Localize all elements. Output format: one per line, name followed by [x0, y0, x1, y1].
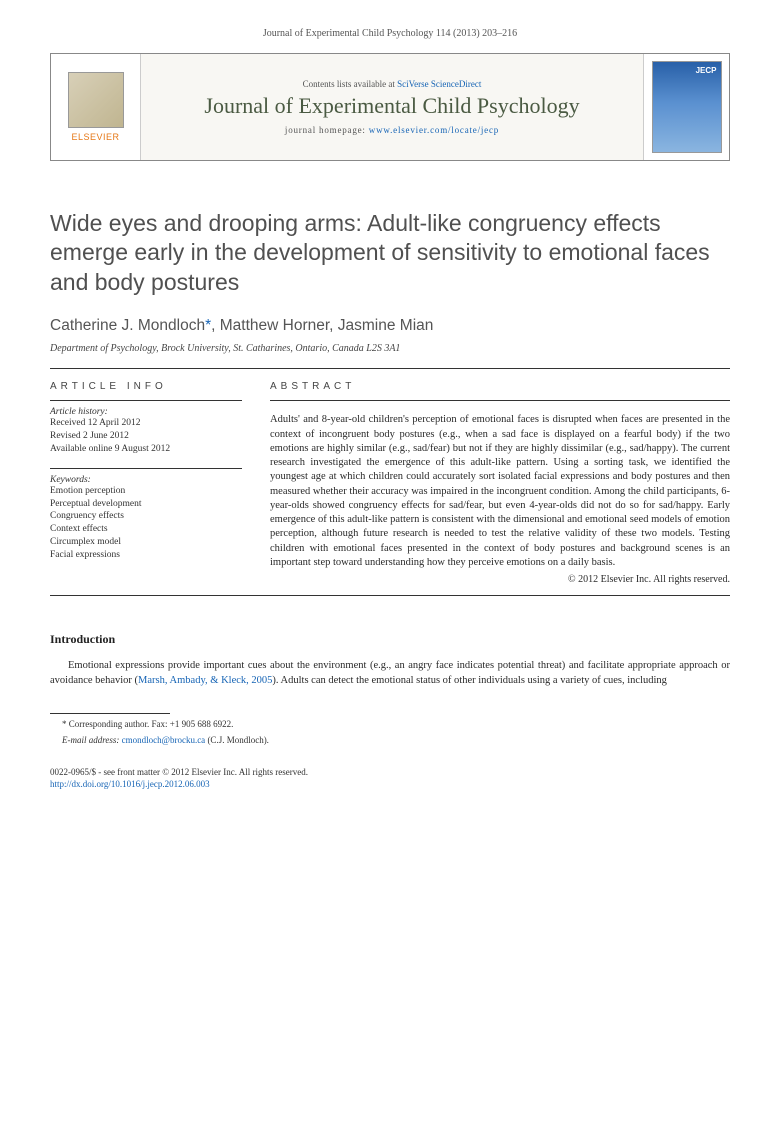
running-header: Journal of Experimental Child Psychology… [0, 0, 780, 39]
keyword: Circumplex model [50, 536, 242, 549]
abs-rule [270, 400, 730, 401]
corresponding-author-footnote: * Corresponding author. Fax: +1 905 688 … [50, 718, 730, 730]
journal-cover-cell [643, 54, 729, 160]
contents-available-line: Contents lists available at SciVerse Sci… [157, 79, 627, 89]
introduction-paragraph: Emotional expressions provide important … [50, 659, 730, 688]
footer-block: 0022-0965/$ - see front matter © 2012 El… [50, 766, 730, 790]
email-attribution: (C.J. Mondloch). [205, 735, 269, 745]
authors-rest: , Matthew Horner, Jasmine Mian [211, 317, 433, 334]
author-1: Catherine J. Mondloch [50, 317, 205, 334]
journal-header-box: ELSEVIER Contents lists available at Sci… [50, 53, 730, 161]
history-revised: Revised 2 June 2012 [50, 430, 242, 443]
affiliation: Department of Psychology, Brock Universi… [50, 343, 730, 354]
journal-title-cell: Contents lists available at SciVerse Sci… [141, 54, 643, 160]
homepage-prefix: journal homepage: [285, 125, 369, 135]
intro-end: ). Adults can detect the emotional statu… [272, 675, 667, 686]
author-email-link[interactable]: cmondloch@brocku.ca [122, 735, 206, 745]
history-received: Received 12 April 2012 [50, 417, 242, 430]
keywords-label: Keywords: [50, 475, 242, 485]
citation-link[interactable]: Marsh, Ambady, & Kleck, 2005 [138, 675, 272, 686]
contents-prefix: Contents lists available at [303, 79, 397, 89]
publisher-name: ELSEVIER [71, 132, 119, 142]
email-footnote: E-mail address: cmondloch@brocku.ca (C.J… [50, 734, 730, 746]
introduction-heading: Introduction [50, 632, 730, 647]
keyword: Facial expressions [50, 549, 242, 562]
abstract-head: ABSTRACT [270, 381, 730, 392]
article-title: Wide eyes and drooping arms: Adult-like … [50, 209, 730, 297]
journal-name: Journal of Experimental Child Psychology [157, 93, 627, 118]
doi-link[interactable]: http://dx.doi.org/10.1016/j.jecp.2012.06… [50, 779, 210, 789]
history-online: Available online 9 August 2012 [50, 443, 242, 456]
journal-homepage-line: journal homepage: www.elsevier.com/locat… [157, 125, 627, 135]
homepage-link[interactable]: www.elsevier.com/locate/jecp [369, 125, 499, 135]
kw-rule [50, 468, 242, 469]
article-info-column: ARTICLE INFO Article history: Received 1… [50, 369, 242, 585]
footnote-rule [50, 713, 170, 714]
article-info-head: ARTICLE INFO [50, 381, 242, 392]
abstract-text: Adults' and 8-year-old children's percep… [270, 413, 730, 570]
abstract-copyright: © 2012 Elsevier Inc. All rights reserved… [270, 574, 730, 585]
keyword: Perceptual development [50, 498, 242, 511]
elsevier-tree-icon [68, 72, 124, 128]
rule-2 [50, 595, 730, 596]
publisher-logo-cell: ELSEVIER [51, 54, 141, 160]
history-label: Article history: [50, 407, 242, 417]
keyword: Congruency effects [50, 510, 242, 523]
journal-cover-thumbnail [652, 61, 722, 153]
sciencedirect-link[interactable]: SciVerse ScienceDirect [397, 79, 481, 89]
issn-line: 0022-0965/$ - see front matter © 2012 El… [50, 766, 730, 778]
keyword: Context effects [50, 523, 242, 536]
email-label: E-mail address: [62, 735, 119, 745]
author-list: Catherine J. Mondloch*, Matthew Horner, … [50, 317, 730, 335]
info-rule [50, 400, 242, 401]
keyword: Emotion perception [50, 485, 242, 498]
abstract-column: ABSTRACT Adults' and 8-year-old children… [270, 369, 730, 585]
